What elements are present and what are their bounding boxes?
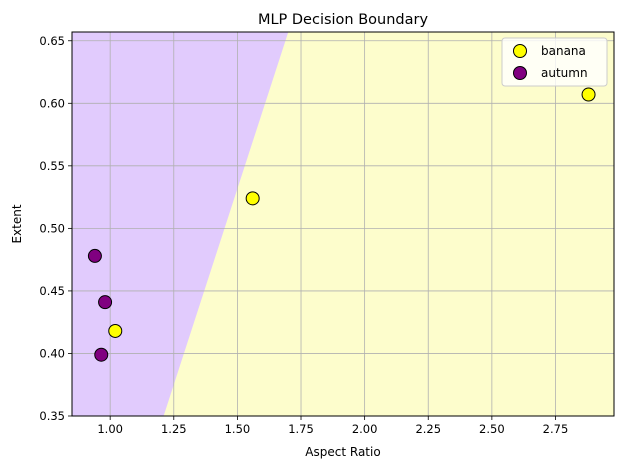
y-tick-label: 0.35: [39, 409, 65, 423]
x-tick-label: 1.00: [97, 422, 123, 436]
legend-marker-autumn: [513, 66, 527, 80]
point-banana: [108, 323, 123, 338]
point-autumn: [98, 295, 113, 310]
x-tick-label: 1.50: [225, 422, 251, 436]
y-axis-label: Extent: [10, 204, 24, 243]
x-tick-label: 1.75: [288, 422, 314, 436]
grid-lines: [72, 32, 614, 416]
point-banana: [245, 191, 260, 206]
y-tick-label: 0.45: [39, 284, 65, 298]
point-banana: [581, 87, 596, 102]
x-tick-label: 2.00: [352, 422, 378, 436]
legend-marker-banana: [513, 44, 527, 58]
plot-frame: [71, 31, 615, 417]
legend-label-autumn: autumn: [541, 66, 588, 80]
y-axis-ticks: 0.35 0.40 0.45 0.50 0.55 0.60 0.65: [39, 34, 72, 423]
legend: banana autumn: [501, 37, 608, 87]
y-tick-label: 0.50: [39, 221, 65, 235]
x-axis-ticks: 1.00 1.25 1.50 1.75 2.00 2.25 2.50 2.75: [97, 416, 568, 436]
legend-label-banana: banana: [541, 44, 586, 58]
point-autumn: [94, 347, 109, 362]
point-autumn: [87, 248, 102, 263]
y-tick-label: 0.55: [39, 159, 65, 173]
x-tick-label: 1.25: [161, 422, 187, 436]
decision-regions: [72, 32, 614, 416]
x-tick-label: 2.25: [415, 422, 441, 436]
x-tick-label: 2.50: [479, 422, 505, 436]
scatter-points: [87, 87, 596, 362]
legend-box: [501, 37, 608, 87]
y-tick-label: 0.40: [39, 346, 65, 360]
y-tick-label: 0.65: [39, 34, 65, 48]
y-tick-label: 0.60: [39, 96, 65, 110]
x-tick-label: 2.75: [543, 422, 569, 436]
x-axis-label: Aspect Ratio: [305, 445, 380, 459]
chart-title: MLP Decision Boundary: [258, 12, 429, 28]
region-autumn: [72, 32, 289, 416]
